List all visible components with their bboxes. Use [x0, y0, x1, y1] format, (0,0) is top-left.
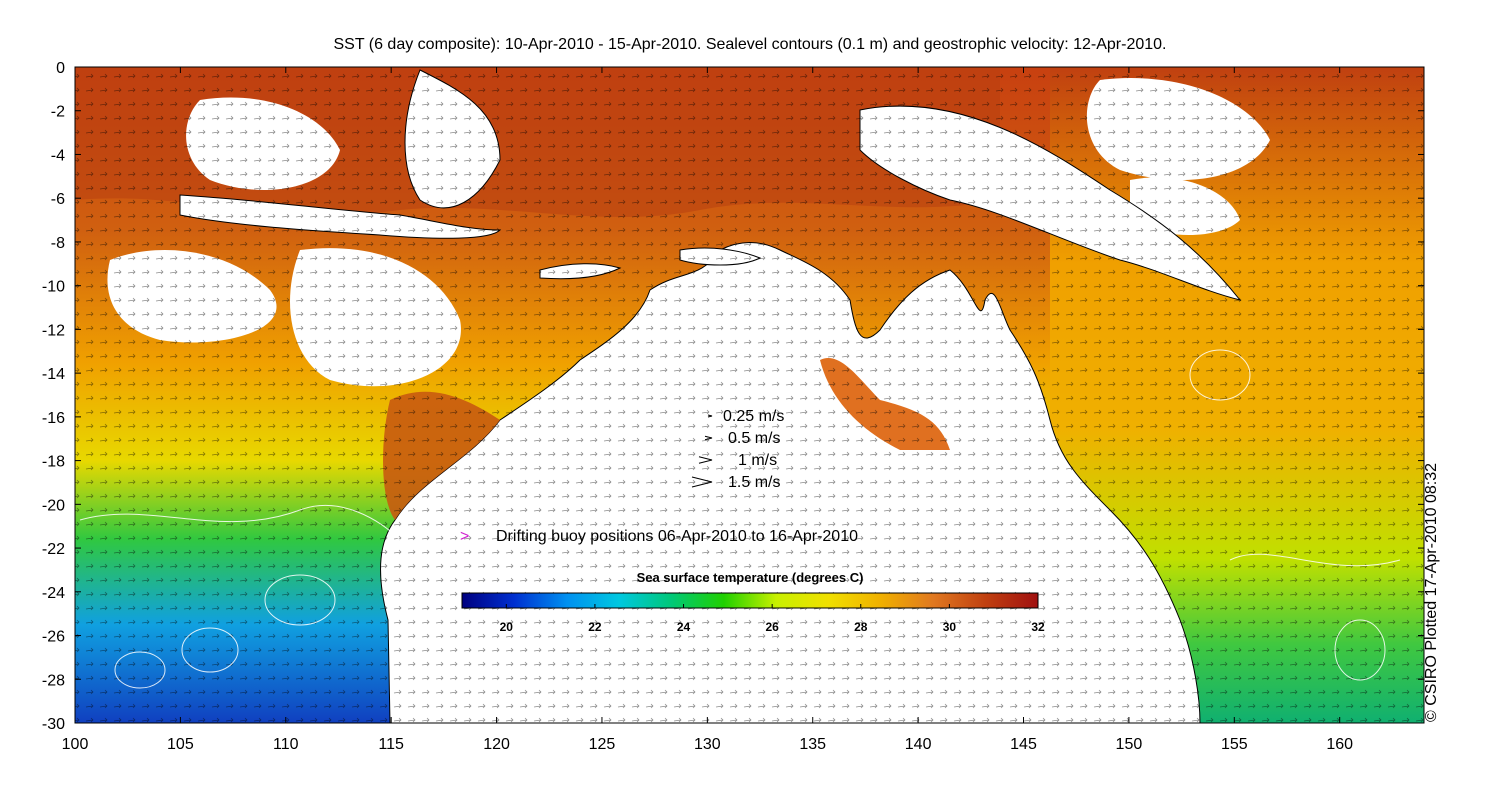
velocity-legend-label: 0.25 m/s [723, 408, 784, 425]
velocity-legend-arrow [707, 414, 713, 418]
colorbar-gradient [461, 592, 1039, 609]
velocity-arrow-field [75, 67, 1424, 723]
x-tick-label: 145 [1010, 736, 1037, 753]
map-title: SST (6 day composite): 10-Apr-2010 - 15-… [333, 36, 1167, 53]
x-tick-label: 155 [1221, 736, 1248, 753]
y-tick-label: -16 [42, 410, 65, 427]
map-frame [74, 66, 1425, 724]
velocity-legend-label: 1 m/s [738, 452, 777, 469]
buoy-legend-label: Drifting buoy positions 06-Apr-2010 to 1… [496, 528, 858, 545]
x-tick-label: 125 [589, 736, 616, 753]
y-axis-ticks: 0 -2 -4 -6 -8 -10 -12 -14 -16 -18 -20 -22 -24 -26 -28 -… [42, 60, 1424, 733]
x-tick-label: 100 [62, 736, 89, 753]
colorbar-tick-label: 32 [1031, 620, 1045, 634]
x-tick-label: 150 [1116, 736, 1143, 753]
y-tick-label: -24 [42, 585, 65, 602]
credit-text: © CSIRO Plotted 17-Apr-2010 08:32 [1423, 462, 1440, 722]
y-tick-label: -18 [42, 454, 65, 471]
colorbar-tick-label: 22 [588, 620, 602, 634]
velocity-legend: 0.25 m/s 0.5 m/s 1 m/s 1.5 m/s [691, 408, 784, 491]
velocity-legend-label: 0.5 m/s [728, 430, 780, 447]
y-tick-label: 0 [56, 60, 65, 77]
x-tick-label: 135 [799, 736, 826, 753]
x-tick-label: 115 [378, 736, 404, 753]
y-tick-label: -2 [51, 104, 65, 121]
y-tick-label: -4 [51, 147, 65, 164]
y-tick-label: -10 [42, 279, 65, 296]
y-tick-label: -22 [42, 541, 65, 558]
x-tick-label: 120 [483, 736, 510, 753]
sealevel-contours [79, 349, 1401, 689]
y-tick-label: -30 [42, 716, 65, 733]
colorbar-tick-label: 30 [943, 620, 957, 634]
x-tick-label: 160 [1326, 736, 1353, 753]
y-tick-label: -26 [42, 629, 65, 646]
y-tick-label: -20 [42, 497, 65, 514]
colorbar-ticks: 20 22 24 26 28 30 32 [500, 604, 1045, 634]
x-tick-label: 105 [167, 736, 194, 753]
map-area [75, 67, 1424, 723]
x-tick-label: 130 [694, 736, 721, 753]
velocity-legend-label: 1.5 m/s [728, 474, 780, 491]
colorbar-title: Sea surface temperature (degrees C) [637, 570, 864, 585]
buoy-legend: > Drifting buoy positions 06-Apr-2010 to… [460, 528, 858, 545]
x-tick-label: 140 [905, 736, 932, 753]
y-tick-label: -14 [42, 366, 65, 383]
buoy-legend-symbol: > [460, 528, 469, 545]
colorbar-tick-label: 26 [765, 620, 779, 634]
y-tick-label: -12 [42, 322, 65, 339]
velocity-legend-arrow [698, 456, 713, 464]
x-tick-label: 110 [273, 736, 299, 753]
colorbar-tick-label: 24 [677, 620, 691, 634]
colorbar-tick-label: 20 [500, 620, 514, 634]
y-tick-label: -8 [51, 235, 65, 252]
colorbar-tick-label: 28 [854, 620, 868, 634]
velocity-legend-arrow [704, 435, 713, 441]
y-tick-label: -28 [42, 672, 65, 689]
sst-colorbar: Sea surface temperature (degrees C) 20 22… [461, 570, 1045, 634]
x-axis-ticks: 100 105 110 115 120 125 130 135 140 145 150 155 160 [62, 67, 1353, 753]
velocity-legend-arrow [691, 476, 713, 488]
y-tick-label: -6 [51, 191, 65, 208]
